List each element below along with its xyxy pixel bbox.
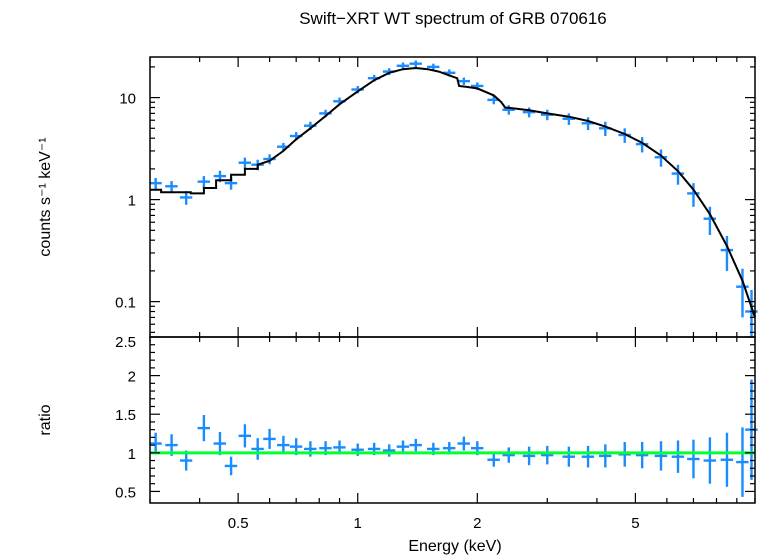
ratio-point [396,440,410,453]
y-tick-label: 0.5 [115,484,136,501]
spectrum-point [149,177,162,190]
ratio-point [149,432,162,455]
ratio-point [654,441,668,471]
spectrum-point [562,113,575,125]
spectrum-point [197,176,210,188]
ratio-point [502,447,515,463]
x-axis-label: Energy (keV) [408,538,501,555]
spectrum-point [427,63,440,71]
ratio-point [382,444,396,457]
y-tick-label: 1 [128,446,136,463]
ratio-y-axis-label: ratio [37,404,54,435]
spectrum-panel: 0.1 1 10 [115,56,758,338]
spectrum-y-axis-label: counts s⁻¹ keV⁻¹ [37,137,54,256]
ratio-point [522,446,536,466]
spectrum-point [522,107,536,118]
x-tick-label: 5 [631,515,639,532]
ratio-point [213,431,227,456]
ratio-point [251,438,264,460]
ratio-point [671,440,685,473]
spectrum-point [654,149,668,167]
spectrum-model-curve [150,66,756,318]
chart-title: Swift−XRT WT spectrum of GRB 070616 [299,9,607,28]
ratio-point [238,424,252,448]
ratio-data-points [149,379,758,497]
ratio-point [736,427,749,497]
spectrum-point [179,191,193,205]
y-tick-label: 0.1 [115,295,136,312]
spectrum-point [720,235,734,271]
ratio-point [540,445,554,465]
ratio-point [581,445,595,468]
spectrum-point [671,164,685,185]
ratio-point [703,437,717,484]
ratio-point [720,432,734,487]
ratio-point [197,414,210,442]
ratio-point [277,435,290,455]
ratio-point [457,436,470,451]
x-tick-label: 0.5 [228,515,249,532]
ratio-point [487,452,500,467]
ratio-point [409,438,422,452]
spectrum-point [703,206,717,235]
spectrum-point [736,268,749,318]
ratio-panel: 0.5 1 2 5 0.5 1 1.5 2 2.5 [115,334,758,532]
y-tick-label: 1 [128,193,136,210]
y-tick-label: 2 [128,369,136,386]
x-tick-label: 2 [473,515,481,532]
spectrum-point [687,183,700,207]
spectrum-point [238,157,252,169]
ratio-point [599,444,612,468]
ratio-point [263,428,276,449]
ratio-frame [149,336,756,504]
ratio-point [618,442,631,467]
spectrum-point [409,60,422,68]
y-tick-label: 10 [119,91,136,108]
y-tick-label: 1.5 [115,407,136,424]
ratio-point [635,442,649,469]
spectrum-ticks: 0.1 1 10 [115,57,756,337]
spectrum-point [635,137,649,153]
spectrum-point [165,181,178,193]
ratio-point [224,456,238,476]
spectrum-point [457,77,470,85]
ratio-point [562,446,575,467]
ratio-point [687,439,700,479]
y-tick-label: 2.5 [115,334,136,351]
x-tick-label: 1 [354,515,362,532]
